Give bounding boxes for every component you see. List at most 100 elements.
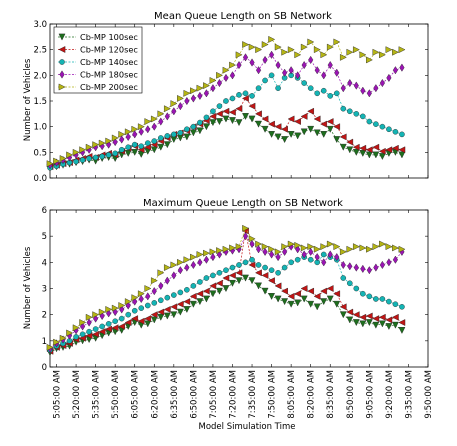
data-point	[300, 43, 308, 51]
data-point	[360, 86, 366, 95]
data-point	[372, 315, 380, 323]
data-point	[177, 95, 184, 102]
x-tick-label: 5:50:00 AM	[111, 370, 121, 419]
data-point	[236, 60, 242, 70]
data-point	[320, 131, 328, 138]
data-point	[242, 274, 249, 282]
data-point	[340, 260, 346, 270]
data-point	[248, 235, 256, 243]
data-point	[216, 118, 223, 126]
data-point	[314, 90, 321, 97]
data-point	[287, 240, 295, 248]
chart-2-plot-area: 0 1 2 3 4 5 6	[42, 206, 429, 373]
data-point	[326, 240, 334, 248]
data-point	[190, 253, 197, 261]
legend-label: Cb-MP 120sec	[80, 45, 138, 55]
data-point	[255, 85, 262, 91]
data-point	[203, 114, 210, 121]
data-point	[399, 63, 405, 72]
legend-marker	[58, 83, 66, 91]
y-tick-label: 1.0	[33, 123, 47, 133]
data-point	[235, 51, 243, 59]
data-point	[53, 157, 61, 165]
data-point	[378, 153, 386, 160]
data-point	[144, 118, 152, 125]
data-point	[184, 96, 190, 106]
data-point	[373, 121, 379, 127]
data-point	[262, 77, 268, 84]
x-tick-label: 8:35:00 AM	[326, 370, 336, 419]
chart-1-plot-area: 0.0 0.5 1.0 1.5 2.0 2.5 3.0	[33, 20, 429, 184]
data-point	[118, 323, 125, 330]
data-point	[216, 247, 223, 254]
data-point	[105, 306, 113, 313]
data-point	[170, 261, 178, 269]
data-point	[269, 50, 275, 59]
data-point	[125, 132, 131, 142]
data-point	[79, 331, 86, 338]
data-point	[334, 68, 340, 77]
data-point	[125, 311, 132, 318]
data-point	[346, 308, 354, 316]
data-point	[288, 259, 294, 266]
data-point	[92, 330, 99, 338]
data-point	[295, 71, 301, 80]
data-point	[242, 90, 249, 97]
data-point	[92, 326, 99, 332]
data-point	[365, 319, 373, 327]
data-point	[229, 95, 236, 102]
data-point	[125, 144, 132, 150]
data-point	[352, 319, 360, 327]
data-point	[203, 255, 209, 264]
data-point	[392, 128, 399, 135]
data-point	[222, 285, 230, 293]
data-point	[85, 313, 93, 321]
y-tick-label: 1	[42, 337, 47, 347]
data-point	[274, 248, 282, 256]
data-point	[124, 128, 132, 136]
data-point	[79, 146, 87, 154]
data-point	[385, 46, 393, 54]
x-tick-label: 6:35:00 AM	[170, 370, 180, 419]
data-point	[372, 151, 380, 159]
plot-frame-2	[49, 209, 429, 368]
data-point	[339, 303, 347, 311]
data-point	[164, 276, 170, 285]
data-point	[210, 84, 216, 93]
data-point	[386, 73, 392, 82]
y-tick-label: 0	[42, 363, 47, 373]
data-point	[365, 146, 373, 154]
data-point	[333, 300, 341, 308]
data-point	[157, 110, 165, 118]
data-point	[235, 277, 243, 285]
data-point	[366, 118, 373, 125]
data-point	[274, 295, 282, 303]
data-point	[379, 78, 385, 88]
data-point	[242, 259, 249, 266]
data-point	[373, 263, 379, 272]
x-tick-label: 7:35:00 AM	[248, 370, 258, 419]
data-point	[46, 160, 54, 168]
data-point	[320, 251, 327, 258]
data-point	[66, 151, 74, 159]
data-point	[321, 258, 327, 267]
data-point	[366, 293, 373, 300]
data-point	[157, 135, 164, 141]
data-point	[300, 128, 308, 136]
data-point	[255, 262, 262, 268]
data-point	[196, 127, 204, 135]
data-point	[255, 269, 262, 277]
data-point	[242, 113, 249, 120]
data-point	[157, 308, 165, 316]
data-point	[189, 292, 197, 300]
data-point	[223, 267, 229, 273]
data-point	[353, 263, 359, 272]
data-point	[137, 123, 145, 131]
data-point	[378, 147, 386, 155]
legend-marker	[59, 59, 65, 65]
legend-marker	[59, 70, 65, 79]
data-point	[176, 308, 184, 316]
data-point	[137, 290, 145, 298]
x-tick-label: 5:35:00 AM	[92, 370, 102, 419]
data-point	[105, 325, 112, 333]
